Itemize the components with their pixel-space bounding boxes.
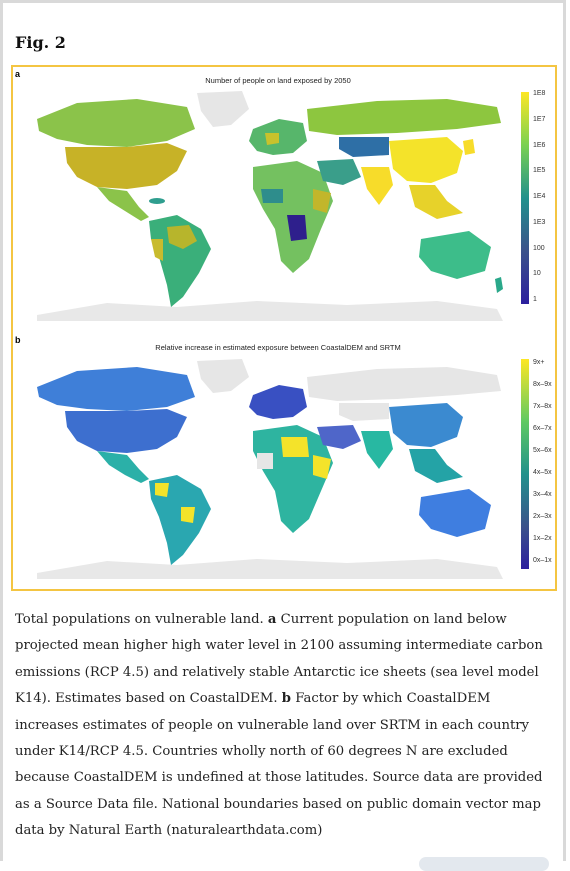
panel-a-colorbar-tick-label: 100 <box>533 244 545 252</box>
panel-b-title: Relative increase in estimated exposure … <box>155 343 401 352</box>
panel-b-map <box>37 359 503 579</box>
panel-b-colorbar-tick-label: 0x–1x <box>533 557 552 564</box>
panel-b-colorbar-tick-label: 2x–3x <box>533 513 552 520</box>
netherlands <box>265 133 279 145</box>
mexico <box>97 187 149 221</box>
australia <box>419 489 491 537</box>
greenland <box>197 91 249 127</box>
panel-b-colorbar-tick-label: 1x–2x <box>533 535 552 542</box>
new-zealand <box>495 277 503 293</box>
panel-a-colorbar-tick-label: 1E6 <box>533 141 546 149</box>
canada <box>37 367 195 411</box>
caption-a-letter: a <box>267 612 277 627</box>
middle-east <box>317 425 361 449</box>
caption-title: Total populations on vulnerable land. <box>15 612 264 627</box>
kazakhstan <box>339 403 389 421</box>
caribbean <box>149 198 165 204</box>
panel-a-colorbar-tick-label: 1E8 <box>533 90 546 97</box>
russia <box>307 99 501 135</box>
canada <box>37 99 195 147</box>
colombia <box>155 483 169 497</box>
china <box>389 403 463 447</box>
caption-a-text: Current population on land below project… <box>15 612 543 707</box>
australia <box>419 231 491 279</box>
panel-b-colorbar-tick-label: 5x–6x <box>533 447 552 454</box>
panel-b-colorbar-tick-label: 9x+ <box>533 359 545 366</box>
sahel <box>257 453 273 469</box>
west-africa <box>261 189 283 203</box>
panel-a-letter: a <box>15 69 21 79</box>
panel-b-colorbar-tick-label: 6x–7x <box>533 425 552 432</box>
panel-a-colorbar-tick-label: 1E4 <box>533 193 546 200</box>
panel-b-letter: b <box>15 335 21 345</box>
bolivia <box>181 507 195 523</box>
floating-action-button[interactable] <box>419 857 549 871</box>
figure-frame[interactable]: a Number of people on land exposed by 20… <box>11 65 557 591</box>
greenland <box>197 359 249 393</box>
kazakhstan <box>339 137 389 157</box>
india <box>361 167 393 205</box>
antarctica <box>37 559 503 579</box>
china <box>389 137 463 183</box>
southeast-asia <box>409 185 463 219</box>
panel-a-colorbar-tick-label: 1E5 <box>533 167 546 175</box>
panel-b-colorbar-tick-label: 7x–8x <box>533 403 552 410</box>
south-america <box>149 475 211 565</box>
russia <box>307 367 501 401</box>
caption-b-letter: b <box>281 691 292 707</box>
africa <box>253 425 333 533</box>
panel-a-colorbar-tick-label: 1E7 <box>533 115 546 123</box>
panel-a-title: Number of people on land exposed by 2050 <box>205 76 351 85</box>
figure-caption: Total populations on vulnerable land. a … <box>15 607 555 845</box>
drc <box>287 215 307 241</box>
middle-east <box>317 159 361 185</box>
figure-label: Fig. 2 <box>15 33 66 52</box>
southeast-asia <box>409 449 463 483</box>
peru <box>151 239 163 261</box>
panel-a-map <box>37 91 503 321</box>
panel-a-colorbar-tick-label: 10 <box>533 270 541 278</box>
libya <box>281 437 309 457</box>
mexico <box>97 451 149 483</box>
brazil-north <box>167 225 197 249</box>
india <box>361 431 393 469</box>
panel-b-colorbar-tick-label: 3x–4x <box>533 491 552 498</box>
panel-b-colorbar-tick-label: 4x–5x <box>533 469 552 476</box>
usa <box>65 409 187 453</box>
east-africa <box>313 455 331 479</box>
europe <box>249 385 307 419</box>
panel-a-colorbar-tick-label: 1E3 <box>533 218 546 226</box>
panel-b-colorbar-tick-label: 8x–9x <box>533 381 552 388</box>
japan <box>463 139 475 155</box>
usa <box>65 143 187 189</box>
caption-b-text: Factor by which CoastalDEM increases est… <box>15 691 543 839</box>
panel-a-colorbar <box>521 92 529 304</box>
panel-a-colorbar-tick-label: 1 <box>533 296 537 303</box>
panel-b-colorbar <box>521 359 529 569</box>
antarctica <box>37 301 503 321</box>
east-africa <box>313 189 331 213</box>
